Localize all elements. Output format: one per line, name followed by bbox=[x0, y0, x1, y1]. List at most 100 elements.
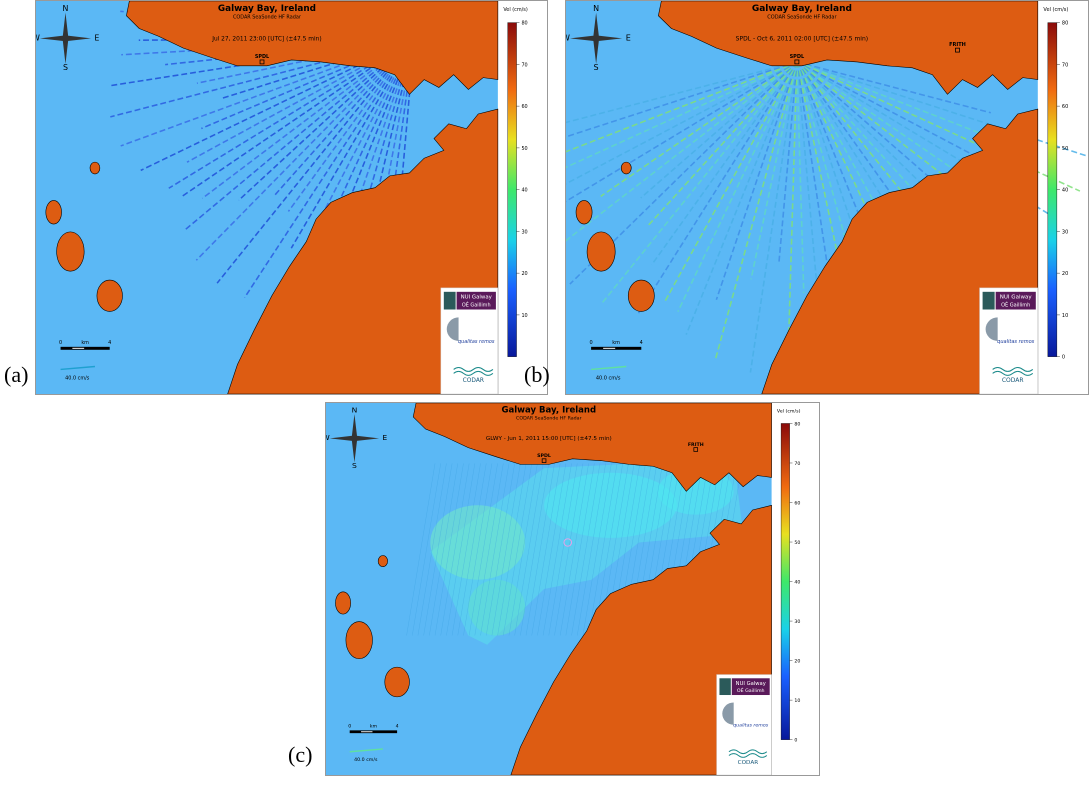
island bbox=[97, 280, 123, 311]
scale-label: 4 bbox=[640, 340, 643, 346]
station-label: FRITH bbox=[688, 442, 704, 448]
map-title: Galway Bay, Ireland bbox=[502, 404, 597, 414]
panel-label: (c) bbox=[288, 742, 312, 768]
logo-text: qualitas remos bbox=[997, 339, 1035, 345]
map-panel: N E S W Galway Bay, Ireland CODAR SeaSonde HF… bbox=[325, 402, 820, 776]
compass-letter: W bbox=[326, 433, 330, 442]
logo-text: NUI Galway bbox=[736, 681, 766, 687]
logo-text: NUI Galway bbox=[461, 295, 493, 301]
colorbar-tick-label: 60 bbox=[521, 104, 527, 110]
scale-label: 0 bbox=[590, 340, 593, 346]
colorbar bbox=[508, 23, 517, 357]
colorbar-tick-label: 60 bbox=[1062, 104, 1068, 110]
colorbar-tick-label: 40 bbox=[521, 188, 527, 194]
colorbar-tick-label: 30 bbox=[1062, 229, 1068, 235]
scale-label: 0 bbox=[59, 340, 62, 346]
island bbox=[90, 162, 100, 174]
panel-label: (b) bbox=[524, 362, 550, 388]
colorbar-tick-label: 80 bbox=[1062, 21, 1068, 27]
scale-bar-half bbox=[361, 731, 372, 732]
figure: {"panels": [ {"label": "(a)", "title": "… bbox=[0, 0, 1089, 789]
scale-bar bbox=[61, 347, 110, 350]
compass-letter: N bbox=[352, 405, 358, 414]
island bbox=[621, 162, 631, 174]
station-label: SPDL bbox=[537, 453, 551, 459]
colorbar-tick-label: 40 bbox=[1062, 188, 1068, 194]
map: N E S W Galway Bay, Ireland CODAR SeaSonde HF… bbox=[326, 403, 819, 775]
colorbar-unit: Vel (cm/s) bbox=[503, 7, 528, 13]
panel-label: (a) bbox=[4, 362, 28, 388]
map-subtitle: CODAR SeaSonde HF Radar bbox=[516, 416, 582, 422]
scale-bar bbox=[591, 347, 641, 350]
compass-letter: N bbox=[63, 4, 69, 13]
compass-letter: E bbox=[626, 33, 631, 42]
colorbar-tick-label: 20 bbox=[1062, 271, 1068, 277]
logo-text: NUI Galway bbox=[1000, 295, 1033, 301]
vector-key-label: 40.0 cm/s bbox=[65, 375, 90, 381]
compass-letter: S bbox=[63, 63, 68, 72]
island bbox=[346, 622, 373, 659]
island bbox=[628, 280, 654, 311]
timestamp: SPDL - Oct 6, 2011 02:00 [UTC] (±47.5 mi… bbox=[736, 35, 868, 42]
colorbar-tick-label: 20 bbox=[521, 271, 527, 277]
colorbar-unit: Vel (cm/s) bbox=[777, 408, 801, 414]
scale-label: km bbox=[612, 340, 620, 346]
colorbar-unit: Vel (cm/s) bbox=[1043, 7, 1068, 13]
colorbar-tick-label: 70 bbox=[1062, 62, 1068, 68]
compass-letter: W bbox=[36, 33, 40, 42]
logo-nui-icon bbox=[983, 292, 995, 310]
colorbar-tick-label: 50 bbox=[794, 540, 800, 546]
station-label: SPDL bbox=[255, 54, 269, 60]
map-subtitle: CODAR SeaSonde HF Radar bbox=[233, 15, 302, 21]
colorbar-tick-label: 50 bbox=[521, 146, 527, 152]
logo-text: qualitas remos bbox=[733, 723, 769, 729]
colorbar-tick-label: 10 bbox=[521, 313, 527, 319]
colorbar-tick-label: 40 bbox=[794, 579, 800, 585]
colorbar-tick-label: 70 bbox=[521, 62, 527, 68]
scale-label: km bbox=[370, 724, 378, 730]
colorbar-tick-label: 50 bbox=[1062, 146, 1068, 152]
colorbar bbox=[1048, 23, 1057, 357]
timestamp: Jul 27, 2011 23:00 [UTC] (±47.5 min) bbox=[211, 36, 321, 42]
logo-text: qualitas remos bbox=[458, 339, 495, 345]
compass-letter: W bbox=[566, 33, 570, 42]
compass-letter: N bbox=[593, 4, 599, 13]
colorbar-tick-label: 0 bbox=[1062, 355, 1065, 361]
compass-letter: S bbox=[594, 63, 599, 72]
colorbar-tick-label: 80 bbox=[521, 21, 527, 27]
island bbox=[587, 232, 615, 271]
scale-label: km bbox=[81, 340, 89, 346]
map-title: Galway Bay, Ireland bbox=[752, 4, 852, 14]
scale-bar bbox=[350, 730, 397, 733]
vector-key-label: 40.0 cm/s bbox=[596, 375, 621, 381]
compass-letter: E bbox=[382, 433, 387, 442]
station-label: SPDL bbox=[790, 54, 805, 60]
island bbox=[46, 200, 62, 224]
logo-text: OÉ Gaillimh bbox=[1001, 301, 1030, 309]
island bbox=[57, 232, 85, 271]
logo-text: OÉ Gaillimh bbox=[462, 301, 491, 309]
colorbar-tick-label: 60 bbox=[794, 500, 800, 506]
vector-key-label: 40.0 cm/s bbox=[354, 757, 378, 763]
island bbox=[576, 200, 592, 224]
logo-nui-icon bbox=[444, 292, 456, 310]
colorbar-tick-label: 80 bbox=[794, 421, 800, 427]
station-label: FRITH bbox=[949, 42, 966, 48]
current-patch bbox=[544, 473, 677, 538]
colorbar bbox=[781, 423, 790, 739]
map-title: Galway Bay, Ireland bbox=[218, 4, 316, 14]
logo-nui-icon bbox=[719, 678, 730, 695]
scale-label: 4 bbox=[108, 340, 111, 346]
scale-bar-half bbox=[72, 348, 84, 349]
colorbar-tick-label: 20 bbox=[794, 659, 800, 665]
compass-letter: E bbox=[94, 33, 99, 42]
map-subtitle: CODAR SeaSonde HF Radar bbox=[767, 15, 837, 21]
colorbar-tick-label: 10 bbox=[1062, 313, 1068, 319]
compass-letter: S bbox=[352, 461, 357, 470]
timestamp: GLWY - Jun 1, 2011 15:00 [UTC] (±47.5 mi… bbox=[486, 436, 612, 442]
colorbar-tick-label: 70 bbox=[794, 461, 800, 467]
